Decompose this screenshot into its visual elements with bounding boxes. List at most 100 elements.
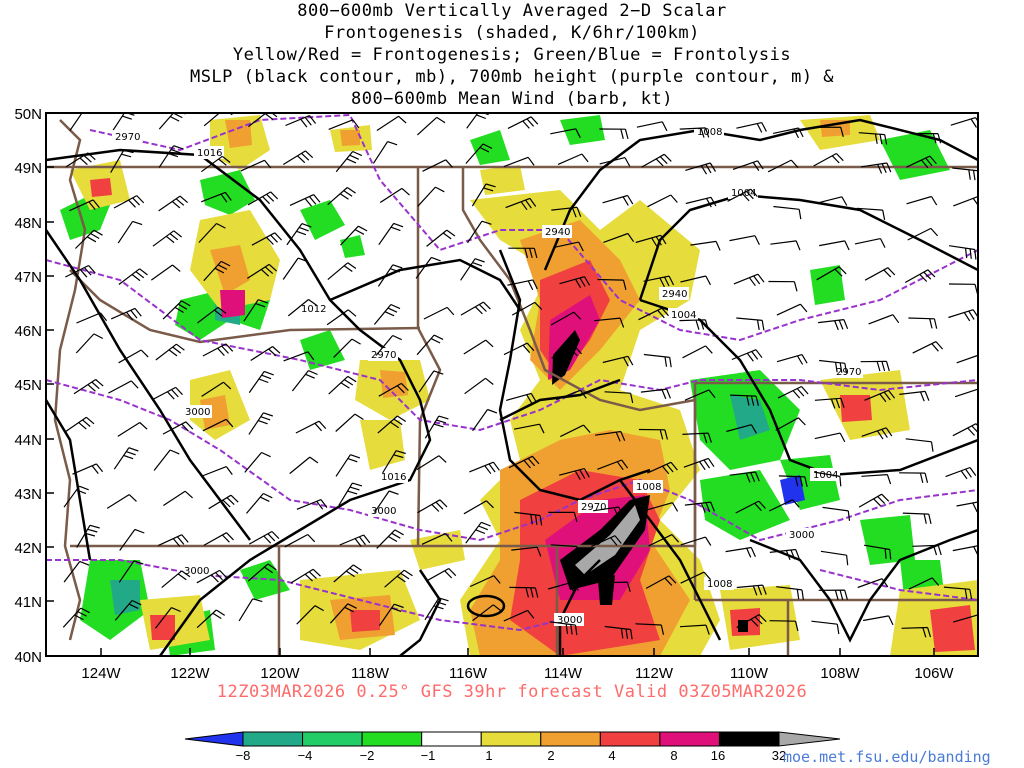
- svg-text:2970: 2970: [371, 350, 396, 361]
- wind-barb: [733, 273, 765, 287]
- source-url[interactable]: moe.met.fsu.edu/banding: [783, 748, 991, 766]
- wind-barb: [864, 267, 896, 281]
- wind-barb: [469, 461, 500, 475]
- wind-barb: [74, 229, 103, 249]
- wind-barb: [768, 499, 800, 512]
- wind-barb: [198, 222, 226, 243]
- wind-barb: [335, 454, 361, 477]
- wind-barb: [816, 196, 848, 206]
- wind-barb: [635, 623, 665, 635]
- wind-barb: [417, 186, 445, 207]
- wind-barb: [118, 560, 144, 583]
- wind-barb: [384, 569, 413, 588]
- wind-barb: [329, 603, 357, 624]
- height-label: 3000: [181, 564, 211, 577]
- mslp-contours: [46, 118, 978, 656]
- wind-barb: [820, 550, 849, 566]
- wind-barb: [816, 266, 847, 281]
- mslp-label: 1008: [694, 125, 724, 138]
- wind-barb: [248, 412, 273, 435]
- wind-barb: [338, 482, 363, 506]
- svg-text:1008: 1008: [697, 127, 722, 138]
- wind-barb: [814, 126, 844, 138]
- wind-barb: [208, 494, 239, 510]
- lon-label: 120W: [260, 665, 300, 682]
- wind-barb: [557, 153, 589, 165]
- wind-barb: [602, 355, 634, 367]
- wind-barb: [550, 128, 581, 139]
- wind-barb: [63, 560, 90, 583]
- wind-barb: [770, 240, 801, 251]
- wind-barb: [732, 160, 764, 171]
- wind-barb: [769, 548, 800, 561]
- lon-label: 108W: [820, 665, 860, 682]
- wind-barb: [905, 438, 934, 452]
- wind-barb: [548, 581, 579, 593]
- svg-text:2940: 2940: [662, 289, 687, 300]
- wind-barb: [118, 349, 149, 364]
- wind-barb: [550, 311, 582, 326]
- wind-barb: [333, 338, 361, 358]
- lon-label: 114W: [544, 665, 583, 682]
- wind-barb: [736, 317, 765, 331]
- wind-barb: [640, 388, 671, 400]
- colorbar-label: 1: [485, 748, 492, 763]
- wind-barb: [376, 529, 404, 549]
- wind-barb: [506, 392, 537, 404]
- wind-barb: [854, 238, 886, 248]
- idaho-montana-border: [461, 167, 697, 546]
- wind-barb: [157, 534, 189, 547]
- colorbar-label: −1: [421, 748, 436, 763]
- height-label: 2970: [368, 348, 398, 361]
- svg-text:2970: 2970: [836, 367, 861, 378]
- wind-barb: [679, 319, 709, 330]
- wind-barb: [163, 490, 193, 507]
- wind-barb: [684, 389, 716, 401]
- mslp-label: 1004: [668, 308, 698, 321]
- wind-barb: [65, 264, 96, 278]
- wind-barb: [282, 257, 308, 280]
- colorbar-label: 32: [772, 748, 786, 763]
- wind-barb: [599, 157, 631, 167]
- wind-barb: [549, 621, 578, 636]
- wind-barb: [776, 303, 808, 316]
- wind-barb: [119, 528, 145, 551]
- wind-barb: [635, 234, 667, 247]
- wind-barb: [295, 420, 327, 434]
- wind-barb: [680, 275, 712, 286]
- wind-barb: [472, 604, 502, 622]
- wind-barb: [283, 351, 315, 362]
- wind-barb: [912, 133, 942, 144]
- wind-barb: [776, 354, 808, 365]
- wind-barb: [950, 117, 978, 128]
- wind-barb: [417, 499, 448, 514]
- wind-barb: [76, 312, 108, 324]
- wind-barb: [726, 424, 757, 434]
- wind-barb: [508, 455, 540, 469]
- wind-barb: [373, 303, 401, 325]
- svg-text:1016: 1016: [197, 148, 222, 159]
- wind-barb: [730, 394, 759, 406]
- colorbar-swatch: [361, 731, 423, 747]
- wind-barb: [196, 609, 226, 629]
- wind-barb: [819, 240, 850, 251]
- wind-barb: [117, 421, 148, 437]
- wind-barb: [335, 150, 363, 173]
- wind-barb: [152, 386, 183, 401]
- wind-barb: [819, 359, 847, 374]
- wind-barb: [858, 493, 890, 508]
- wind-barb: [643, 353, 672, 368]
- colorbar-label: −2: [360, 748, 375, 763]
- colorbar-swatch: [718, 731, 780, 747]
- wind-barb: [735, 500, 766, 514]
- wind-barb: [818, 589, 848, 600]
- lon-label: 124W: [81, 665, 121, 682]
- svg-text:3000: 3000: [371, 506, 396, 517]
- wind-barb: [285, 115, 317, 128]
- wind-barb: [248, 370, 274, 393]
- lat-label: 47N: [14, 269, 42, 286]
- colorbar-label: 16: [711, 748, 725, 763]
- svg-text:3000: 3000: [184, 566, 209, 577]
- wind-barb: [201, 381, 232, 397]
